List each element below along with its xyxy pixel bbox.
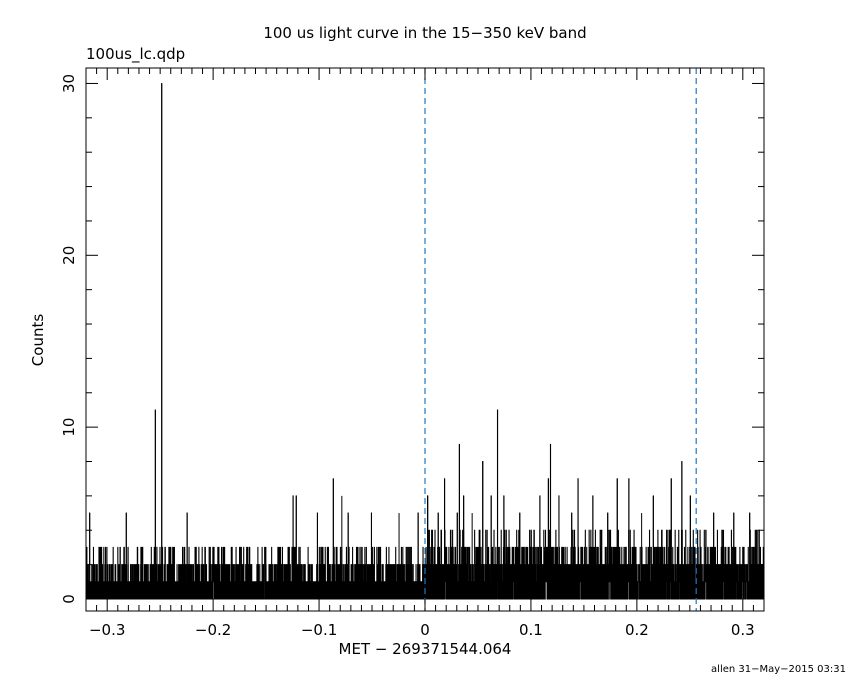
y-axis-label: Counts xyxy=(29,314,47,367)
chart-title: 100 us light curve in the 15−350 keV ban… xyxy=(263,24,586,42)
x-tick-label: 0.1 xyxy=(519,621,543,639)
y-tick-label: 0 xyxy=(60,594,78,604)
axes: −0.3 −0.2 −0.1 0 0.1 0.2 0.3 0 10 20 30 xyxy=(60,68,765,639)
x-tick-label: −0.3 xyxy=(89,621,125,639)
y-tick-label: 30 xyxy=(60,74,78,93)
data-series xyxy=(85,82,765,600)
x-tick-label: 0.3 xyxy=(731,621,755,639)
x-tick-label: −0.1 xyxy=(301,621,337,639)
x-tick-label: −0.2 xyxy=(195,621,231,639)
chart-subtitle: 100us_lc.qdp xyxy=(86,45,185,64)
marker-lines xyxy=(424,68,697,611)
x-tick-label: 0.2 xyxy=(625,621,649,639)
x-tick-label: 0 xyxy=(420,621,430,639)
x-axis-label: MET − 269371544.064 xyxy=(339,640,512,658)
y-tick-label: 20 xyxy=(60,246,78,265)
footer-stamp: allen 31−May−2015 03:31 xyxy=(711,664,846,675)
y-tick-label: 10 xyxy=(60,418,78,437)
